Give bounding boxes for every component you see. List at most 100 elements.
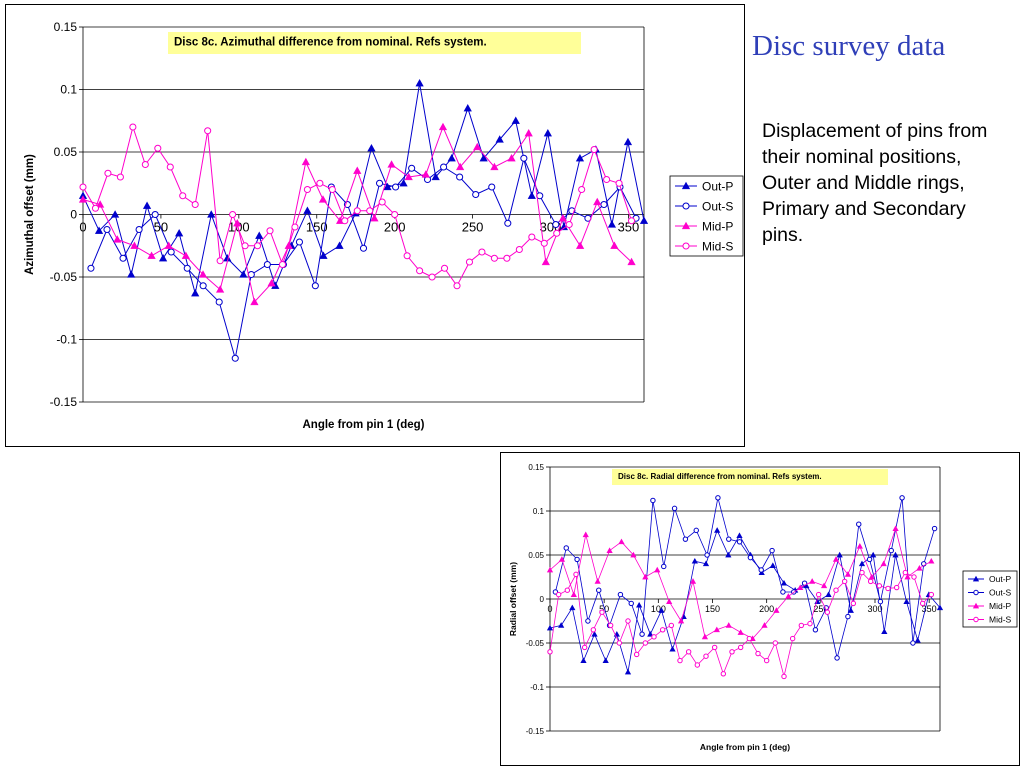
y-tick-label: -0.05 <box>526 639 545 648</box>
data-point <box>797 584 804 590</box>
data-point <box>585 618 591 624</box>
data-point <box>543 129 552 137</box>
data-point <box>558 622 565 628</box>
x-tick-label: 250 <box>462 220 484 235</box>
data-point <box>564 587 571 593</box>
legend <box>962 570 1018 628</box>
data-point <box>659 627 666 633</box>
data-point <box>824 609 831 615</box>
data-point <box>703 653 709 659</box>
data-point <box>815 591 822 598</box>
x-tick-label: 200 <box>384 220 406 235</box>
data-point <box>383 182 392 191</box>
chart-title-box <box>612 469 888 485</box>
data-point <box>253 242 262 250</box>
data-point <box>880 560 887 567</box>
data-point <box>154 144 162 152</box>
y-tick-label: 0.05 <box>54 145 78 159</box>
data-point <box>183 264 191 272</box>
data-point <box>713 626 720 633</box>
data-point <box>574 556 580 563</box>
azimuthal-chart-svg: 0.150.10.050-0.05-0.1-0.150 50 100 150 200 25… <box>24 20 744 431</box>
legend-marker <box>972 602 980 609</box>
data-point <box>628 600 634 607</box>
data-point <box>642 640 649 646</box>
data-point <box>617 591 624 598</box>
series-mid-s <box>547 569 935 680</box>
data-point <box>856 542 863 549</box>
data-point <box>375 179 384 187</box>
data-point <box>936 604 944 611</box>
x-tick-label: 250 <box>813 604 828 614</box>
data-point <box>919 600 926 607</box>
data-point <box>570 591 577 597</box>
data-point <box>116 173 124 181</box>
data-point <box>91 204 100 212</box>
chart-title: Disc 8c. Radial difference from nominal.… <box>618 472 822 481</box>
data-point <box>263 260 271 269</box>
data-point <box>546 566 554 573</box>
y-tick-label: -0.05 <box>50 270 78 284</box>
x-tick-label: 150 <box>705 604 720 614</box>
data-point <box>416 267 424 275</box>
data-point <box>610 241 619 249</box>
data-point <box>135 225 143 234</box>
legend-label: Out-P <box>702 179 733 193</box>
x-tick-label: 300 <box>867 604 882 614</box>
data-point <box>453 282 461 290</box>
data-point <box>167 248 175 256</box>
data-point <box>295 238 304 246</box>
data-point <box>892 551 899 558</box>
data-point <box>255 231 264 239</box>
slide-description: Displacement of pins from their nominal … <box>762 120 988 246</box>
data-point <box>666 598 673 605</box>
data-point <box>540 239 548 247</box>
data-point <box>387 160 396 168</box>
data-point <box>103 225 111 234</box>
data-point <box>147 251 156 259</box>
data-point <box>558 214 568 222</box>
legend-label: Mid-P <box>989 601 1012 611</box>
data-point <box>781 673 787 680</box>
data-point <box>198 270 208 278</box>
data-point <box>590 145 598 154</box>
data-point <box>207 210 216 218</box>
data-point <box>693 527 699 534</box>
y-tick-label: 0.15 <box>54 20 78 34</box>
data-point <box>408 164 416 172</box>
data-point <box>503 254 511 262</box>
data-point <box>689 578 697 584</box>
series-line <box>549 529 941 673</box>
data-point <box>820 582 828 589</box>
data-point <box>893 584 900 591</box>
data-point <box>552 220 560 229</box>
data-point <box>624 668 632 675</box>
data-point <box>575 241 585 249</box>
data-point <box>110 210 120 218</box>
legend-label: Mid-S <box>989 615 1012 625</box>
data-point <box>711 644 718 651</box>
legend-marker <box>681 221 691 230</box>
data-point <box>607 622 614 629</box>
data-point <box>737 644 744 651</box>
data-point <box>892 525 899 531</box>
data-point <box>668 622 675 629</box>
data-point <box>215 298 223 306</box>
legend-label: Mid-P <box>702 219 733 233</box>
data-point <box>650 497 656 504</box>
data-point <box>729 649 735 655</box>
data-point <box>669 645 676 652</box>
data-point <box>832 556 840 562</box>
data-point <box>291 223 299 231</box>
data-point <box>158 254 168 262</box>
data-point <box>785 593 792 599</box>
data-point <box>841 578 848 585</box>
data-point <box>633 651 640 658</box>
data-point <box>404 172 413 181</box>
data-point <box>301 157 310 166</box>
data-point <box>625 618 631 624</box>
data-point <box>773 607 780 613</box>
data-point <box>599 609 605 615</box>
x-tick-label: 100 <box>651 604 666 614</box>
legend-marker <box>681 181 691 190</box>
